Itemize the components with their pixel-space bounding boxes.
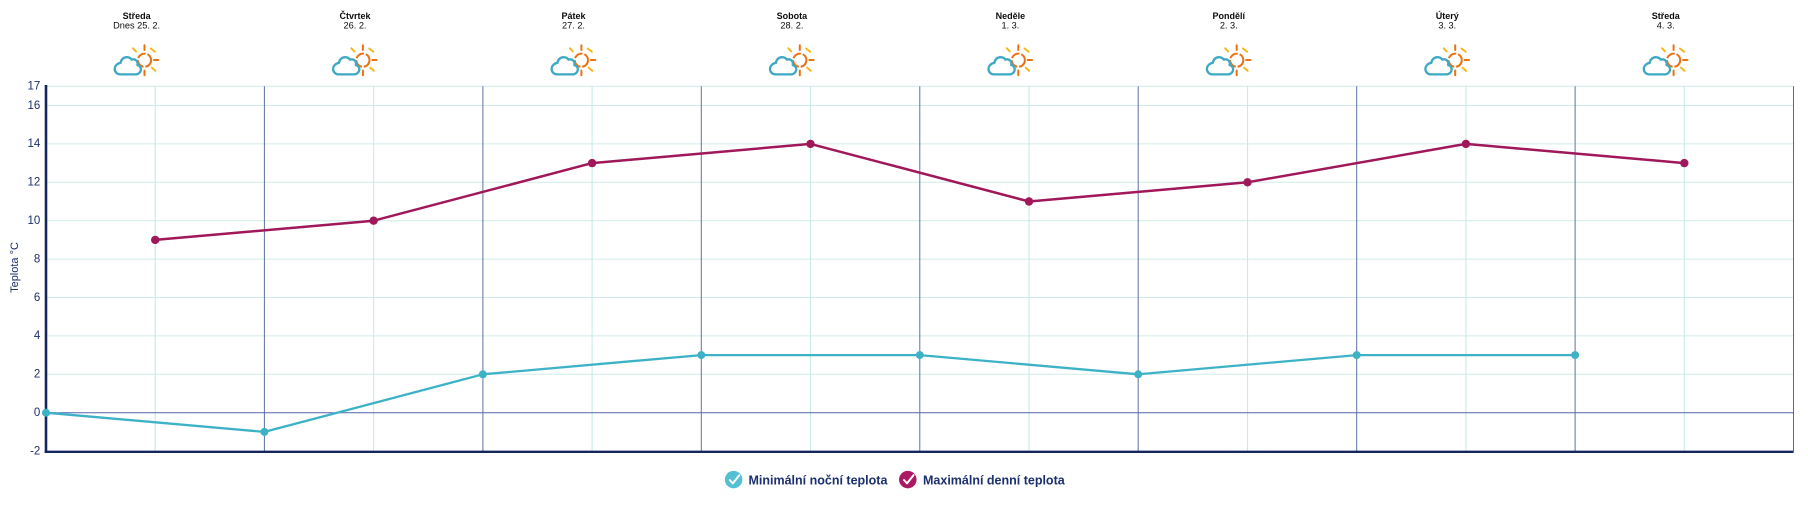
svg-text:2: 2 [34,369,40,381]
svg-text:2. 3.: 2. 3. [1220,21,1238,31]
svg-text:17: 17 [28,81,41,93]
svg-text:1. 3.: 1. 3. [1001,21,1019,31]
svg-text:Maximální denní teplota: Maximální denní teplota [923,474,1066,488]
svg-text:28. 2.: 28. 2. [780,21,803,31]
svg-text:10: 10 [28,215,41,227]
svg-text:Pondělí: Pondělí [1213,11,1246,21]
svg-text:3. 3.: 3. 3. [1438,21,1456,31]
svg-text:Neděle: Neděle [996,11,1026,21]
svg-text:-2: -2 [30,445,40,457]
svg-text:27. 2.: 27. 2. [562,21,585,31]
svg-text:Dnes 25. 2.: Dnes 25. 2. [113,21,160,31]
svg-text:Úterý: Úterý [1436,10,1459,21]
svg-text:26. 2.: 26. 2. [344,21,367,31]
svg-text:Středa: Středa [1652,11,1681,21]
svg-text:Středa: Středa [123,11,152,21]
svg-text:6: 6 [34,292,40,304]
svg-text:Čtvrtek: Čtvrtek [339,10,371,21]
svg-text:Minimální noční teplota: Minimální noční teplota [749,474,889,488]
svg-text:4. 3.: 4. 3. [1657,21,1675,31]
svg-text:8: 8 [34,253,40,265]
svg-text:Teplota °C: Teplota °C [9,242,21,293]
svg-text:12: 12 [28,177,41,189]
svg-text:Pátek: Pátek [561,11,586,21]
svg-text:4: 4 [34,330,41,342]
svg-text:16: 16 [28,100,41,112]
svg-text:Sobota: Sobota [777,11,808,21]
svg-text:0: 0 [34,407,40,419]
svg-text:14: 14 [28,138,41,150]
